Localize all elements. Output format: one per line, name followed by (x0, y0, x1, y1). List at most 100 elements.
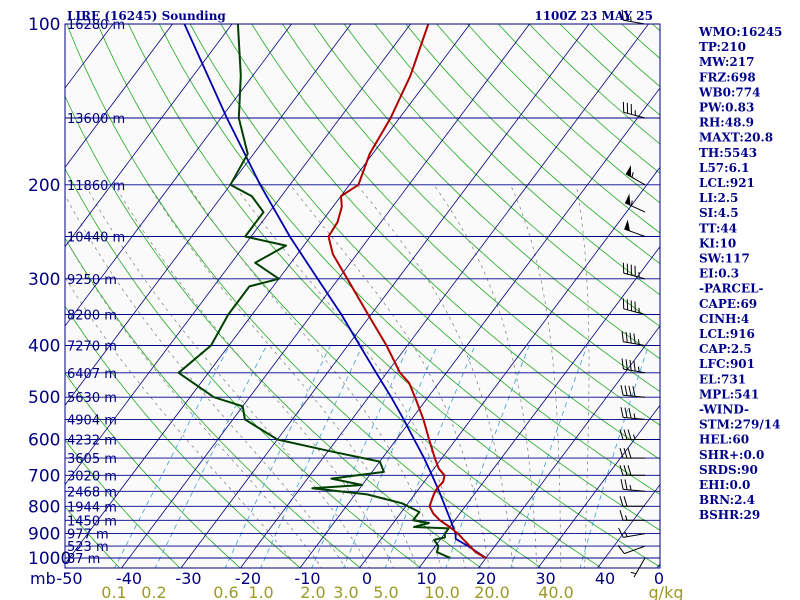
index-value: BRN:2.4 (699, 493, 755, 507)
pressure-tick-label: 600 (28, 431, 60, 451)
wind-barb-flag (627, 447, 632, 459)
wind-barb (624, 219, 646, 237)
wind-barb-half-flag (629, 484, 632, 491)
mixing-ratio-line (445, 345, 530, 568)
wind-barb-flag (623, 447, 628, 459)
temperature-tick-label: 30 (535, 569, 555, 588)
pressure-tick-label: 500 (28, 388, 60, 408)
wind-barb-flag (621, 358, 624, 370)
isotherm-line (477, 325, 660, 568)
moist-adiabat-line (510, 184, 562, 568)
height-label: 7270 m (67, 340, 117, 355)
dewpoint-line (177, 24, 451, 559)
wind-barb (621, 331, 646, 346)
height-label: 87 m (67, 552, 100, 567)
moist-adiabat-line (575, 184, 590, 568)
wind-barb-flag (624, 385, 628, 396)
index-value: CINH:4 (699, 312, 749, 326)
temperature-tick-label: 0 (362, 569, 372, 588)
wind-barb-half-flag (638, 339, 640, 345)
dry-adiabat-line (220, 24, 660, 460)
wind-barb-flag (627, 429, 632, 440)
wind-barb-half-flag (625, 515, 628, 521)
wind-barb-flag (629, 332, 632, 344)
wind-barb-flag (625, 359, 628, 370)
wind-barb-flag (625, 331, 628, 343)
isotherm-line (358, 166, 660, 568)
wind-barb (618, 527, 646, 538)
mixing-ratio-line (384, 345, 476, 568)
wind-barb-pennant (625, 165, 632, 177)
moist-adiabat-line (233, 184, 466, 568)
pressure-unit-label: mb (30, 569, 56, 588)
height-label: 4904 m (67, 413, 117, 428)
height-label: 16280 m (67, 18, 125, 33)
height-label: 6407 m (67, 367, 117, 382)
index-value: LCL:921 (699, 176, 755, 190)
isotherm-line (65, 24, 352, 406)
index-value: HEL:60 (699, 433, 749, 447)
dry-adiabat-line (313, 24, 660, 360)
mixing-ratio-unit-label: g/kg (649, 583, 684, 600)
height-label: 2468 m (67, 485, 117, 500)
wind-barb-flag (627, 465, 632, 476)
index-value: TP:210 (699, 40, 746, 54)
isotherm-line (180, 24, 590, 568)
mixing-ratio-line (114, 345, 230, 568)
dry-adiabat-line (158, 24, 660, 531)
dry-adiabat-line (97, 24, 603, 568)
height-label: 5630 m (67, 391, 117, 406)
moist-adiabat-line (147, 184, 418, 568)
wind-barb (620, 384, 646, 398)
wind-barb (621, 9, 646, 25)
index-value: TT:44 (699, 221, 737, 235)
dry-adiabat-line (251, 24, 660, 426)
isotherm-line (65, 24, 471, 565)
pressure-tick-label: 800 (28, 497, 60, 517)
wind-barb (622, 298, 646, 315)
mixing-ratio-label: 40.0 (538, 583, 574, 600)
temperature-tick-label: 40 (595, 569, 615, 588)
mixing-ratio-line (342, 345, 438, 568)
wind-barb-half-flag (638, 366, 640, 372)
isotherm-line (418, 245, 660, 568)
wind-barb-flag (633, 333, 636, 344)
index-value: CAPE:69 (699, 297, 757, 311)
pressure-tick-label: 1000 (28, 549, 71, 569)
wind-barb-flag (619, 510, 624, 521)
wind-barb-shaft (624, 228, 646, 237)
height-label: 11860 m (67, 179, 125, 194)
isotherm-line (537, 404, 660, 568)
mixing-ratio-label: 3.0 (333, 583, 358, 600)
temperature-line (327, 24, 487, 559)
index-value: L57:6.1 (699, 161, 749, 175)
index-value: -WIND- (699, 403, 749, 417)
index-value: FRZ:698 (699, 70, 756, 84)
mixing-ratio-line (154, 345, 267, 568)
wind-barb-flag (624, 479, 628, 490)
mixing-ratio-label: 1.0 (248, 583, 273, 600)
mixing-ratio-line (224, 345, 331, 568)
wind-barb-flag (620, 384, 624, 396)
index-value: STM:279/14 (699, 418, 780, 432)
station-title: LIRE (16245) Sounding (67, 9, 226, 23)
index-value: PW:0.83 (699, 101, 754, 115)
wind-barb (620, 407, 646, 420)
isotherm-line (65, 24, 233, 248)
pressure-tick-label: 300 (28, 270, 60, 290)
dry-adiabat-line (65, 305, 302, 568)
wind-barb-half-flag (633, 413, 636, 419)
index-value: MW:217 (699, 55, 754, 69)
index-value: WMO:16245 (698, 25, 782, 39)
wind-barb-flag (621, 331, 624, 342)
sounding-time: 1100Z 23 MAY 25 (534, 9, 653, 23)
height-label: 523 m (67, 540, 109, 555)
isotherm-line (65, 24, 411, 486)
wind-barb-flag (623, 429, 628, 440)
wind-barb-half-flag (624, 531, 628, 537)
isotherm-line (65, 24, 173, 168)
index-value: SI:4.5 (699, 206, 739, 220)
mixing-ratio-label: 0.2 (141, 583, 166, 600)
